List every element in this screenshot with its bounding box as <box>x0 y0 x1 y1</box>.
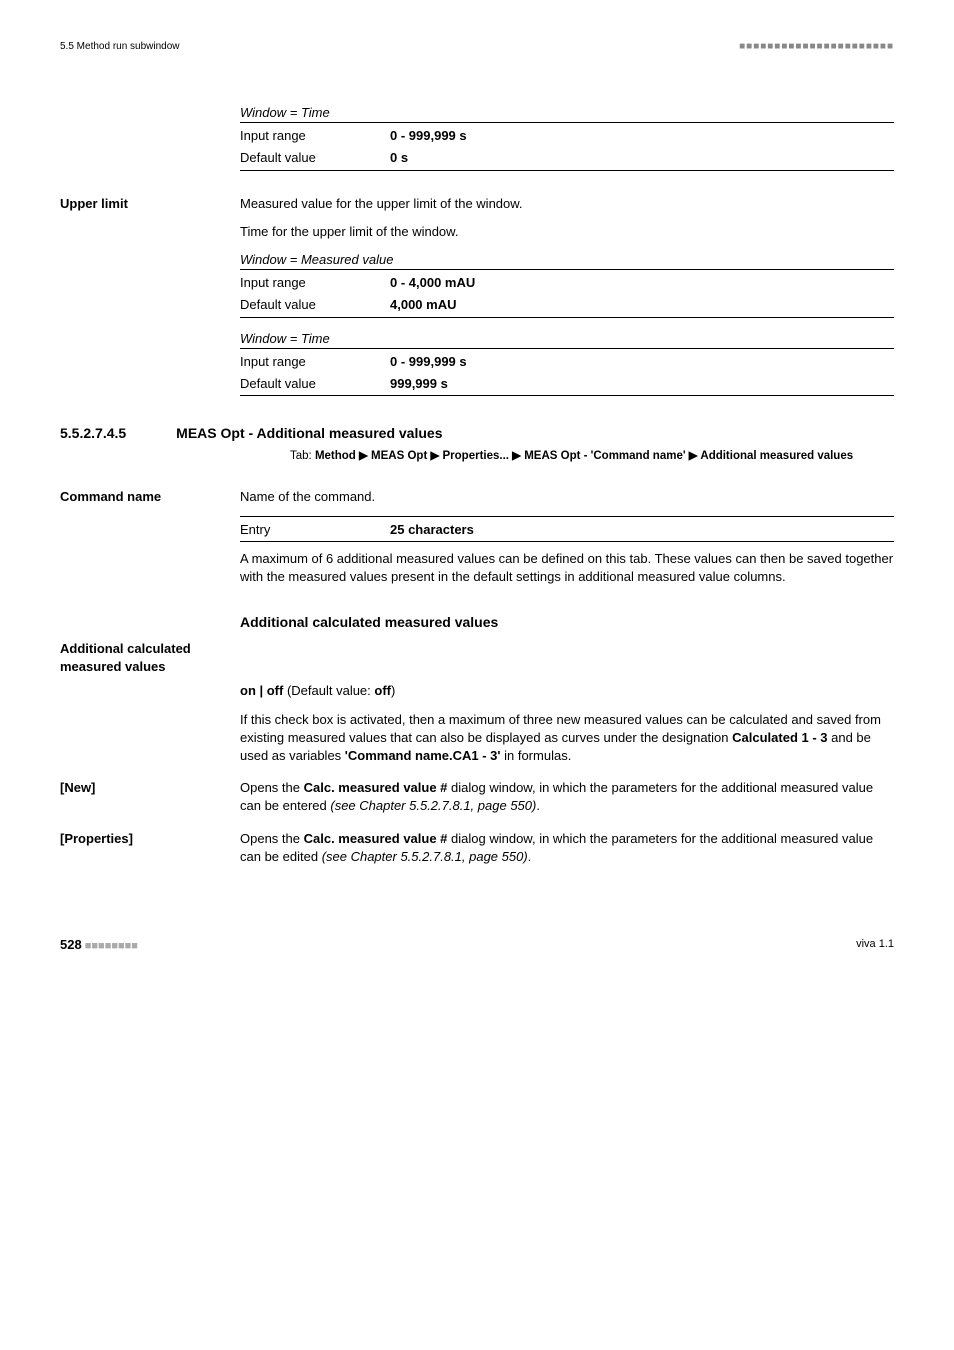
table-row: Default value 0 s <box>240 147 894 169</box>
param-value: 0 - 999,999 s <box>390 125 894 147</box>
divider <box>240 170 894 171</box>
text: (Default value: <box>283 683 374 698</box>
footer-left: 528 ■■■■■■■■ <box>60 936 138 954</box>
window-time-block-1: Window = Time Input range 0 - 999,999 s … <box>240 104 894 171</box>
text: in formulas. <box>501 748 572 763</box>
param-value: 999,999 s <box>390 373 894 395</box>
divider <box>240 395 894 396</box>
emphasis: Calc. measured value # <box>304 780 448 795</box>
param-table: Input range 0 - 999,999 s Default value … <box>240 125 894 169</box>
table-row: Default value 4,000 mAU <box>240 294 894 316</box>
divider <box>240 516 894 517</box>
param-label: Default value <box>240 147 390 169</box>
on-off-options: on | off <box>240 683 283 698</box>
paragraph: Measured value for the upper limit of th… <box>240 195 894 213</box>
field-body: Opens the Calc. measured value # dialog … <box>240 779 894 825</box>
page-number: 528 <box>60 937 82 952</box>
paragraph: If this check box is activated, then a m… <box>240 711 894 766</box>
paragraph: Opens the Calc. measured value # dialog … <box>240 830 894 866</box>
divider <box>240 269 894 270</box>
reference: (see Chapter 5.5.2.7.8.1, page 550) <box>322 849 528 864</box>
table-row: Input range 0 - 999,999 s <box>240 125 894 147</box>
param-value: 0 - 4,000 mAU <box>390 272 894 294</box>
section-title: MEAS Opt - Additional measured values <box>176 424 442 444</box>
field-label: [Properties] <box>60 830 240 848</box>
param-label: Default value <box>240 373 390 395</box>
subsection-heading: Additional calculated measured values <box>240 613 894 633</box>
text: . <box>528 849 532 864</box>
param-label: Default value <box>240 294 390 316</box>
table-row: Input range 0 - 999,999 s <box>240 351 894 373</box>
new-section: [New] Opens the Calc. measured value # d… <box>60 779 894 825</box>
text: . <box>536 798 540 813</box>
divider <box>240 541 894 542</box>
footer-version: viva 1.1 <box>856 937 894 952</box>
header-decoration: ■■■■■■■■■■■■■■■■■■■■■■ <box>739 40 894 54</box>
param-value: 0 s <box>390 147 894 169</box>
param-table: Input range 0 - 999,999 s Default value … <box>240 351 894 395</box>
paragraph: Name of the command. <box>240 488 894 506</box>
field-body: Opens the Calc. measured value # dialog … <box>240 830 894 876</box>
page-header: 5.5 Method run subwindow ■■■■■■■■■■■■■■■… <box>60 40 894 54</box>
table-row: Default value 999,999 s <box>240 373 894 395</box>
add-calc-body: on | off (Default value: off) If this ch… <box>240 682 894 765</box>
paragraph: Time for the upper limit of the window. <box>240 223 894 241</box>
section-number: 5.5.2.7.4.5 <box>60 424 126 444</box>
on-off-line: on | off (Default value: off) <box>240 682 894 700</box>
text: Opens the <box>240 780 304 795</box>
tab-path: Tab: Method ▶ MEAS Opt ▶ Properties... ▶… <box>290 448 894 464</box>
divider <box>240 348 894 349</box>
param-value: 0 - 999,999 s <box>390 351 894 373</box>
add-calc-section: Additional calculated measured values <box>60 640 894 676</box>
section-heading: 5.5.2.7.4.5 MEAS Opt - Additional measur… <box>60 424 894 444</box>
header-section-title: 5.5 Method run subwindow <box>60 40 180 54</box>
upper-limit-section: Upper limit Measured value for the upper… <box>60 195 894 397</box>
properties-section: [Properties] Opens the Calc. measured va… <box>60 830 894 876</box>
default-value: off <box>374 683 391 698</box>
field-label: Additional calculated measured values <box>60 640 240 676</box>
table-row: Entry 25 characters <box>240 519 894 541</box>
field-label: Upper limit <box>60 195 240 213</box>
emphasis: Calculated 1 - 3 <box>732 730 827 745</box>
param-label: Input range <box>240 351 390 373</box>
caption: Window = Measured value <box>240 251 894 269</box>
text: ) <box>391 683 395 698</box>
field-body: Measured value for the upper limit of th… <box>240 195 894 397</box>
emphasis: Calc. measured value # <box>304 831 448 846</box>
param-label: Entry <box>240 519 390 541</box>
param-label: Input range <box>240 272 390 294</box>
paragraph: Opens the Calc. measured value # dialog … <box>240 779 894 815</box>
caption: Window = Time <box>240 104 894 122</box>
divider <box>240 122 894 123</box>
paragraph: A maximum of 6 additional measured value… <box>240 550 894 586</box>
table-row: Input range 0 - 4,000 mAU <box>240 272 894 294</box>
emphasis: 'Command name.CA1 - 3' <box>345 748 501 763</box>
text: Opens the <box>240 831 304 846</box>
footer-decoration: ■■■■■■■■ <box>85 940 138 952</box>
tab-prefix: Tab: <box>290 450 315 462</box>
param-table: Input range 0 - 4,000 mAU Default value … <box>240 272 894 316</box>
param-table: Entry 25 characters <box>240 519 894 541</box>
reference: (see Chapter 5.5.2.7.8.1, page 550) <box>330 798 536 813</box>
caption: Window = Time <box>240 330 894 348</box>
page-footer: 528 ■■■■■■■■ viva 1.1 <box>60 936 894 954</box>
command-name-section: Command name Name of the command. Entry … <box>60 488 894 597</box>
field-body: Name of the command. Entry 25 characters… <box>240 488 894 597</box>
field-label: Command name <box>60 488 240 506</box>
param-label: Input range <box>240 125 390 147</box>
field-label: [New] <box>60 779 240 797</box>
tab-breadcrumb: Method ▶ MEAS Opt ▶ Properties... ▶ MEAS… <box>315 450 853 462</box>
param-value: 4,000 mAU <box>390 294 894 316</box>
param-value: 25 characters <box>390 519 894 541</box>
